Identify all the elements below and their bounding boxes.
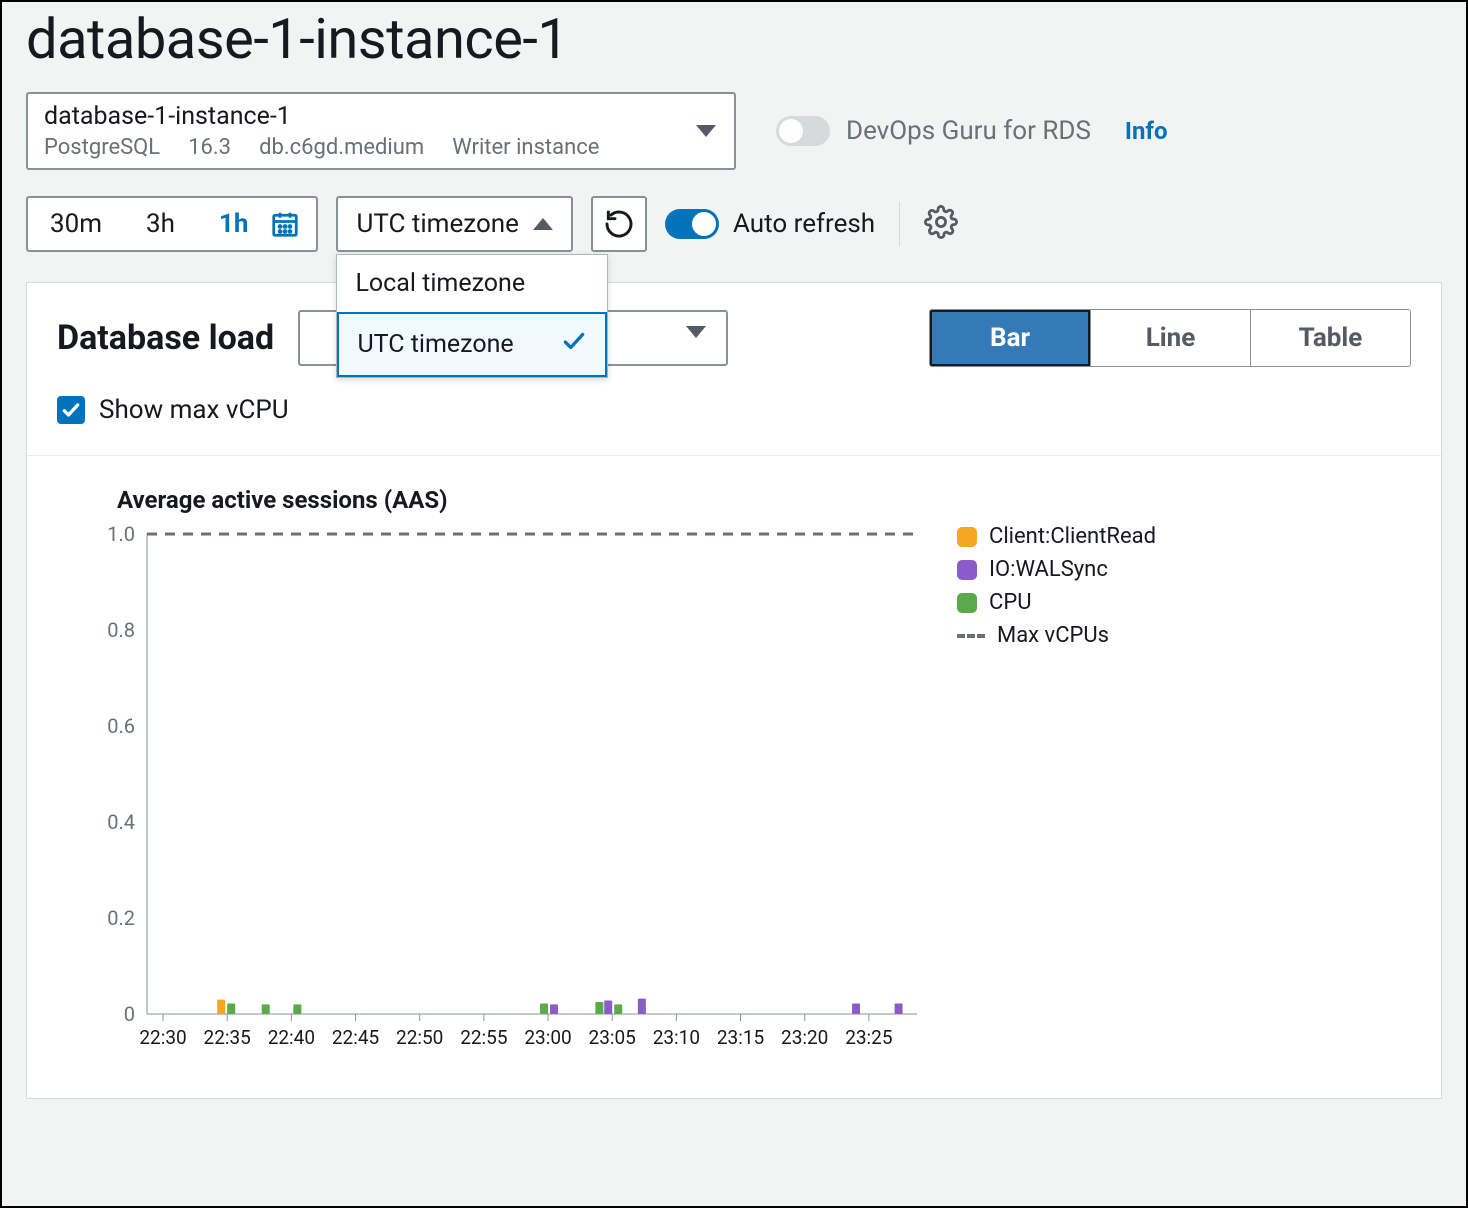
- devops-guru-toggle[interactable]: [776, 116, 830, 146]
- page-title: database-1-instance-1: [26, 6, 1442, 72]
- legend-swatch: [957, 593, 977, 613]
- chevron-down-icon: [696, 125, 716, 137]
- panel-title: Database load: [57, 318, 274, 358]
- svg-text:23:15: 23:15: [717, 1026, 764, 1049]
- legend-item[interactable]: IO:WALSync: [957, 557, 1156, 582]
- svg-text:22:35: 22:35: [204, 1026, 251, 1049]
- timezone-select[interactable]: UTC timezone Local timezone UTC timezone: [336, 196, 572, 252]
- legend-item-max-vcpu[interactable]: Max vCPUs: [957, 623, 1156, 648]
- chart: 0 0.2 0.4 0.6 0.8 1.0 22:30 22:35 22:40 22:45 22:5…: [87, 524, 927, 1068]
- svg-text:23:20: 23:20: [781, 1026, 828, 1049]
- database-load-panel: Database load Bar Line Table Show max vC…: [26, 282, 1442, 1099]
- view-tabs: Bar Line Table: [929, 309, 1411, 367]
- legend-item[interactable]: CPU: [957, 590, 1156, 615]
- instance-name: database-1-instance-1: [44, 102, 684, 131]
- time-range-group: 30m 3h 1h: [26, 196, 318, 252]
- legend-label: Max vCPUs: [997, 623, 1109, 648]
- svg-text:23:00: 23:00: [524, 1026, 571, 1049]
- svg-text:22:30: 22:30: [139, 1026, 186, 1049]
- show-max-vcpu-checkbox[interactable]: [57, 396, 85, 424]
- svg-text:0.8: 0.8: [107, 618, 135, 642]
- view-tab-bar[interactable]: Bar: [930, 310, 1090, 366]
- legend-label: CPU: [989, 590, 1031, 615]
- view-tab-line[interactable]: Line: [1090, 310, 1250, 366]
- instance-class: db.c6gd.medium: [259, 135, 424, 160]
- show-max-vcpu-label: Show max vCPU: [99, 395, 289, 425]
- instance-version: 16.3: [188, 135, 231, 160]
- refresh-button[interactable]: [591, 196, 647, 252]
- calendar-icon[interactable]: [270, 209, 316, 239]
- instance-select[interactable]: database-1-instance-1 PostgreSQL 16.3 db…: [26, 92, 736, 170]
- legend-dash-swatch: [957, 634, 985, 638]
- auto-refresh-toggle[interactable]: [665, 209, 719, 239]
- settings-button[interactable]: [924, 205, 958, 243]
- svg-text:23:10: 23:10: [653, 1026, 700, 1049]
- check-icon: [561, 328, 587, 361]
- timezone-option-local[interactable]: Local timezone: [337, 255, 607, 312]
- legend-swatch: [957, 527, 977, 547]
- view-tab-table[interactable]: Table: [1250, 310, 1410, 366]
- svg-text:23:25: 23:25: [845, 1026, 892, 1049]
- timezone-option-utc[interactable]: UTC timezone: [337, 312, 607, 377]
- time-range-1h[interactable]: 1h: [197, 198, 270, 250]
- svg-text:22:40: 22:40: [268, 1026, 315, 1049]
- legend-swatch: [957, 560, 977, 580]
- instance-role: Writer instance: [452, 135, 599, 160]
- legend-item[interactable]: Client:ClientRead: [957, 524, 1156, 549]
- svg-text:22:45: 22:45: [332, 1026, 379, 1049]
- chart-legend: Client:ClientRead IO:WALSync CPU Max vCPUs: [957, 524, 1156, 1068]
- info-link[interactable]: Info: [1125, 117, 1168, 145]
- time-range-3h[interactable]: 3h: [124, 198, 197, 250]
- divider: [899, 202, 900, 246]
- svg-text:0.2: 0.2: [107, 906, 135, 930]
- timezone-dropdown: Local timezone UTC timezone: [336, 254, 608, 378]
- legend-label: IO:WALSync: [989, 557, 1108, 582]
- svg-text:0.6: 0.6: [107, 714, 135, 738]
- chevron-down-icon: [686, 326, 706, 338]
- timezone-option-label: Local timezone: [355, 269, 525, 298]
- instance-engine: PostgreSQL: [44, 135, 160, 160]
- chevron-up-icon: [533, 218, 553, 230]
- svg-text:22:50: 22:50: [396, 1026, 443, 1049]
- svg-text:0: 0: [124, 1002, 135, 1026]
- devops-guru-label: DevOps Guru for RDS: [846, 116, 1091, 146]
- svg-text:1.0: 1.0: [107, 524, 135, 546]
- legend-label: Client:ClientRead: [989, 524, 1156, 549]
- svg-text:0.4: 0.4: [107, 810, 135, 834]
- svg-text:23:05: 23:05: [589, 1026, 636, 1049]
- chart-title: Average active sessions (AAS): [117, 486, 1411, 514]
- auto-refresh-label: Auto refresh: [733, 209, 875, 239]
- time-range-30m[interactable]: 30m: [28, 198, 124, 250]
- svg-text:22:55: 22:55: [460, 1026, 507, 1049]
- timezone-selected-label: UTC timezone: [356, 209, 518, 239]
- timezone-option-label: UTC timezone: [357, 330, 513, 359]
